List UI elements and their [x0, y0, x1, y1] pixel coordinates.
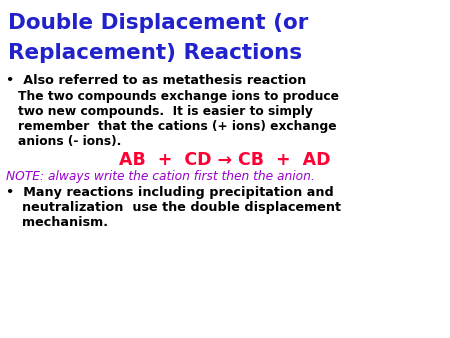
Text: The two compounds exchange ions to produce: The two compounds exchange ions to produ…: [18, 90, 339, 103]
Text: AB  +  CD → CB  +  AD: AB + CD → CB + AD: [119, 151, 331, 169]
Text: mechanism.: mechanism.: [22, 216, 108, 229]
Text: Replacement) Reactions: Replacement) Reactions: [8, 43, 302, 63]
Text: remember  that the cations (+ ions) exchange: remember that the cations (+ ions) excha…: [18, 120, 337, 133]
Text: •  Many reactions including precipitation and: • Many reactions including precipitation…: [6, 186, 334, 199]
Text: Double Displacement (or: Double Displacement (or: [8, 13, 308, 33]
Text: neutralization  use the double displacement: neutralization use the double displaceme…: [22, 201, 341, 214]
Text: NOTE: always write the cation first then the anion.: NOTE: always write the cation first then…: [6, 170, 315, 183]
Text: two new compounds.  It is easier to simply: two new compounds. It is easier to simpl…: [18, 105, 313, 118]
Text: •  Also referred to as metathesis reaction: • Also referred to as metathesis reactio…: [6, 74, 306, 87]
Text: anions (- ions).: anions (- ions).: [18, 135, 122, 148]
